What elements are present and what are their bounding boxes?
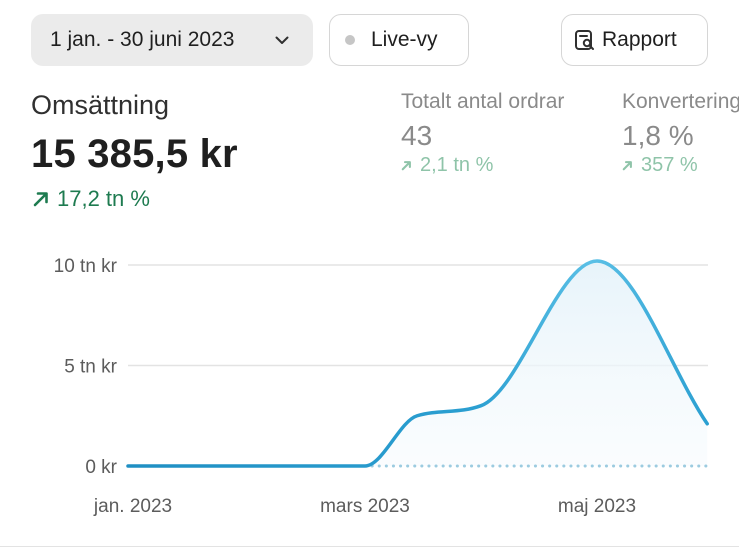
revenue-value: 15 385,5 kr	[31, 132, 238, 176]
revenue-change-value: 17,2 tn %	[57, 186, 150, 211]
report-label: Rapport	[602, 28, 677, 51]
report-search-icon	[575, 30, 594, 50]
orders-change-value: 2,1 tn %	[420, 154, 494, 176]
conversion-change-value: 357 %	[641, 154, 698, 176]
chevron-down-icon	[275, 36, 289, 44]
conversion-title[interactable]: Konvertering	[622, 90, 739, 113]
revenue-area	[128, 260, 708, 466]
x-tick-label: maj 2023	[558, 496, 636, 517]
live-view-button[interactable]: Live-vy	[329, 14, 469, 66]
revenue-line	[126, 259, 709, 468]
conversion-value: 1,8 %	[622, 120, 694, 151]
x-tick-label: mars 2023	[320, 496, 410, 517]
divider	[0, 546, 739, 547]
orders-value: 43	[401, 120, 433, 151]
date-range-label: 1 jan. - 30 juni 2023	[50, 28, 235, 51]
revenue-title[interactable]: Omsättning	[31, 90, 170, 120]
orders-change: 2,1 tn %	[399, 154, 493, 177]
revenue-chart[interactable]: 0 kr 5 tn kr 10 tn kr jan. 2023 mars 2023 ma…	[0, 230, 739, 530]
live-status-dot	[345, 35, 355, 45]
report-button[interactable]: Rapport	[561, 14, 708, 66]
arrow-up-right-icon	[33, 192, 48, 207]
conversion-change: 357 %	[620, 154, 698, 177]
revenue-change: 17,2 tn %	[31, 186, 150, 212]
x-tick-label: jan. 2023	[93, 496, 172, 517]
arrow-up-right-icon	[622, 161, 632, 171]
arrow-up-right-icon	[401, 161, 411, 171]
date-range-button[interactable]: 1 jan. - 30 juni 2023	[31, 14, 313, 66]
y-tick-label: 5 tn kr	[64, 357, 117, 378]
y-tick-label: 10 tn kr	[54, 256, 118, 277]
live-view-label: Live-vy	[371, 28, 438, 51]
y-tick-label: 0 kr	[85, 457, 117, 478]
orders-title[interactable]: Totalt antal ordrar	[401, 90, 565, 113]
